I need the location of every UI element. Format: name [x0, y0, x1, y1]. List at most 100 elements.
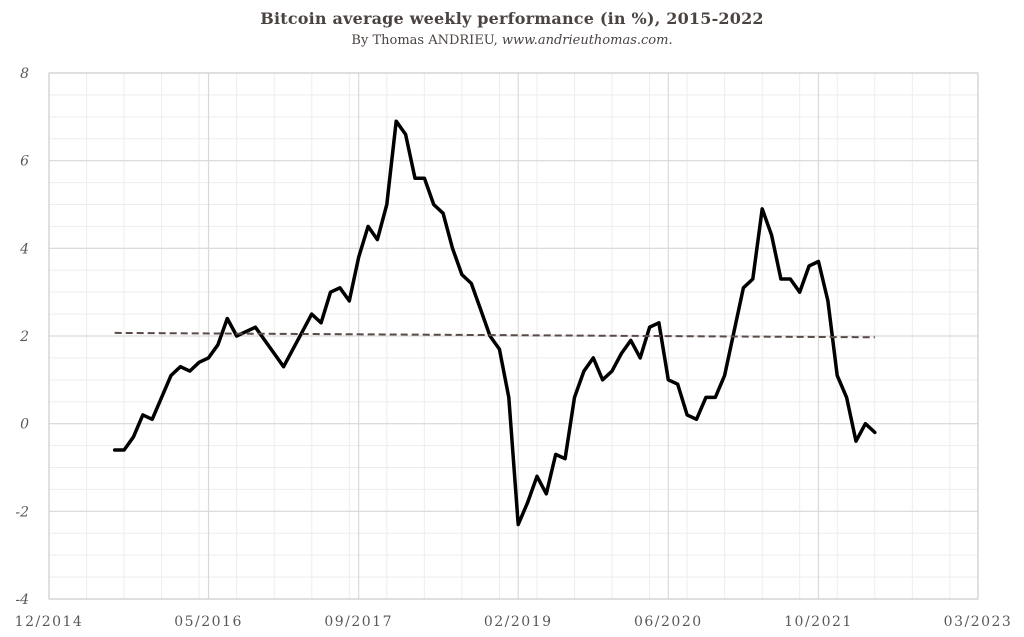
data-point: [461, 273, 463, 276]
data-point: [432, 203, 435, 206]
data-point: [545, 493, 548, 495]
data-point: [761, 208, 763, 210]
data-point: [536, 475, 538, 478]
data-point: [423, 177, 426, 179]
data-point: [329, 291, 332, 294]
y-tick-label: 4: [19, 241, 29, 257]
data-point: [639, 357, 641, 359]
data-point: [667, 379, 670, 381]
data-point: [498, 348, 501, 350]
data-point: [320, 322, 322, 324]
data-point: [451, 247, 454, 250]
y-tick-label: -4: [15, 592, 29, 608]
plot-frame: [48, 72, 979, 600]
data-point: [348, 300, 351, 302]
data-point: [395, 120, 398, 122]
data-point: [592, 357, 595, 359]
y-tick-label: 8: [20, 66, 29, 82]
data-point: [583, 370, 585, 372]
data-point: [714, 396, 717, 399]
data-point: [189, 370, 191, 372]
data-point: [264, 339, 266, 342]
data-point: [245, 330, 247, 333]
data-point: [827, 300, 829, 302]
data-point: [526, 501, 529, 504]
data-point: [292, 348, 294, 350]
data-point: [357, 256, 360, 258]
data-point: [113, 449, 116, 451]
data-point: [845, 396, 848, 399]
data-point: [170, 374, 172, 377]
data-point: [554, 453, 557, 456]
x-tick-label: 10/2021: [784, 614, 853, 630]
y-tick-label: -2: [15, 504, 29, 520]
data-point: [386, 203, 388, 206]
data-point: [564, 457, 566, 460]
data-point: [273, 352, 276, 355]
chart-title: Bitcoin average weekly performance (in %…: [260, 9, 764, 28]
data-point: [658, 322, 660, 324]
data-point: [798, 291, 801, 294]
data-point: [770, 234, 773, 236]
data-point: [151, 418, 153, 421]
data-point: [611, 370, 613, 372]
x-tick-label: 05/2016: [174, 614, 243, 630]
x-tick-label: 03/2023: [944, 614, 1013, 630]
byline: By Thomas ANDRIEU,: [351, 33, 498, 48]
data-point: [742, 287, 745, 289]
data-point: [404, 133, 407, 136]
data-point: [470, 282, 473, 285]
data-point: [367, 225, 369, 228]
y-tick-label: 2: [19, 329, 29, 345]
chart-subtitle: By Thomas ANDRIEU, www.andrieuthomas.com…: [0, 33, 1024, 48]
data-point: [733, 330, 735, 333]
data-point: [648, 326, 651, 329]
data-point: [780, 278, 782, 280]
data-point: [686, 414, 688, 416]
data-point: [855, 440, 857, 443]
data-point: [573, 396, 576, 399]
performance-line: [112, 119, 877, 527]
data-point: [442, 212, 444, 215]
data-point: [235, 335, 238, 337]
data-point: [517, 523, 519, 526]
data-point: [132, 436, 135, 438]
data-point: [620, 352, 623, 355]
data-point: [198, 361, 200, 364]
data-point: [601, 379, 604, 381]
data-point: [874, 431, 876, 434]
x-tick-label: 02/2019: [484, 614, 553, 630]
data-point: [808, 265, 810, 267]
data-point: [695, 418, 698, 421]
data-point: [836, 374, 838, 377]
data-point: [207, 357, 210, 359]
x-tick-label: 06/2020: [634, 614, 703, 630]
x-tick-label: 09/2017: [324, 614, 393, 630]
data-point: [723, 374, 726, 377]
data-point: [508, 396, 510, 399]
data-point: [179, 365, 182, 368]
average-dashed-line: [114, 331, 875, 339]
data-point: [817, 260, 820, 263]
data-point: [752, 278, 754, 280]
data-point: [339, 287, 341, 289]
data-point: [479, 308, 482, 311]
author-url: www.andrieuthomas.com.: [501, 33, 673, 48]
data-point: [254, 326, 257, 329]
data-point: [630, 339, 632, 342]
x-tick-label: 12/2014: [15, 614, 84, 630]
data-point: [310, 313, 313, 315]
y-tick-label: 0: [20, 417, 29, 433]
data-point: [282, 365, 285, 368]
data-point: [705, 396, 707, 399]
data-point: [160, 396, 163, 399]
data-point: [217, 344, 219, 346]
data-point: [142, 414, 144, 416]
data-point: [864, 422, 867, 425]
data-point: [123, 449, 125, 451]
data-point: [376, 238, 379, 241]
data-point: [226, 317, 229, 320]
data-point: [676, 383, 679, 386]
